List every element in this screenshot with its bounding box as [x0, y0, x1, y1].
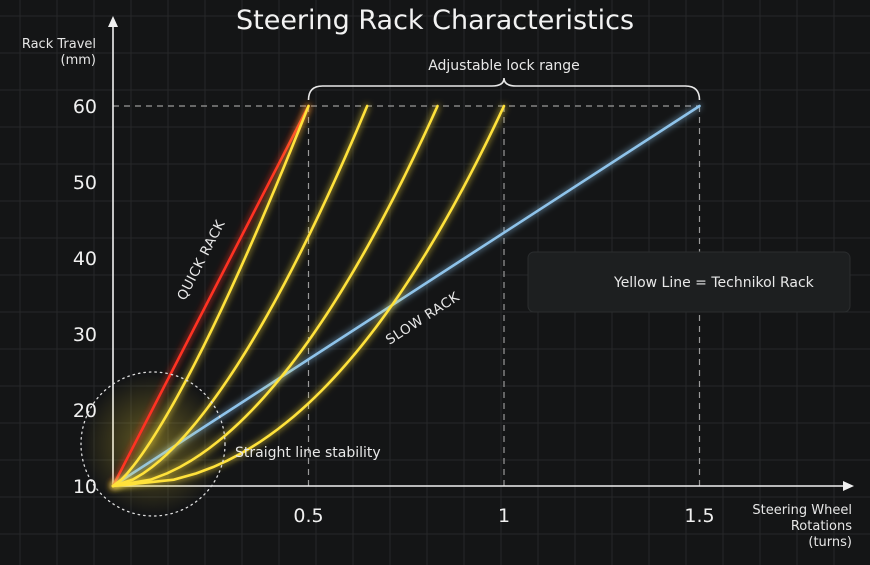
slow-rack-label: SLOW RACK [383, 289, 463, 349]
x-tick-label: 1.5 [684, 505, 714, 527]
x-axis-title-line2: Rotations [791, 519, 852, 534]
y-axis-arrow [108, 16, 118, 27]
technikol-curve-1 [111, 104, 310, 488]
y-tick-label: 60 [73, 96, 97, 118]
stability-glow [83, 374, 223, 514]
y-axis-unit: (mm) [61, 53, 96, 68]
quick-rack-label: QUICK RACK [174, 217, 229, 303]
technikol-curve-3 [111, 104, 439, 488]
technikol-curve-2 [111, 104, 369, 488]
slow-rack-line [111, 104, 701, 488]
stability-circle [80, 371, 226, 517]
legend: Yellow Line = Technikol Rack [527, 251, 851, 313]
stability-label: Straight line stability [235, 445, 381, 461]
quick-rack-line [111, 104, 310, 488]
x-tick-label: 0.5 [293, 505, 323, 527]
lock-range-label: Adjustable lock range [428, 58, 580, 74]
legend-box [527, 251, 851, 313]
labels-layer: Steering Rack Characteristics Rack Travel… [22, 5, 852, 550]
x-tick-label: 1 [498, 505, 510, 527]
y-tick-label: 40 [73, 248, 97, 270]
y-tick-label: 50 [73, 172, 97, 194]
lock-range-bracket [307, 77, 701, 101]
y-tick-label: 20 [73, 400, 97, 422]
x-axis-arrow [843, 481, 854, 491]
x-axis-unit: (turns) [808, 535, 852, 550]
legend-label: Yellow Line = Technikol Rack [613, 275, 815, 291]
y-axis-title: Rack Travel [22, 37, 96, 52]
y-tick-label: 10 [73, 476, 97, 498]
x-axis-title: Steering Wheel [752, 503, 852, 518]
chart-title: Steering Rack Characteristics [236, 5, 634, 36]
technikol-curve-4 [111, 104, 506, 488]
series-layer [80, 104, 701, 517]
y-tick-label: 30 [73, 324, 97, 346]
